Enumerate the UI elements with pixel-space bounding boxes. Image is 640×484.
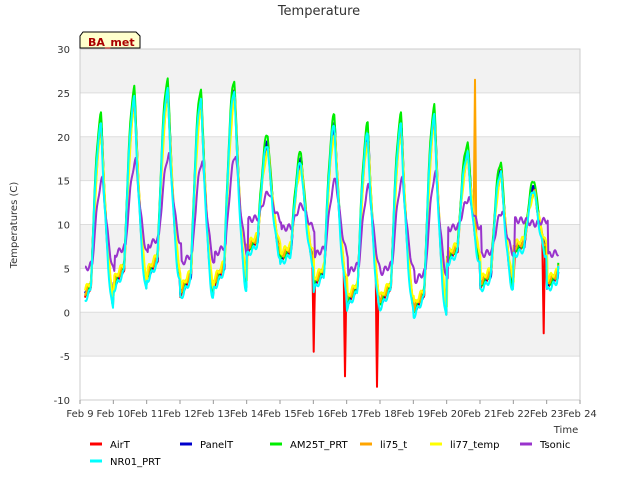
plot-frame bbox=[79, 48, 581, 401]
x-tick-label: Feb 19 bbox=[397, 409, 431, 420]
y-tick-label: 25 bbox=[57, 89, 70, 100]
badge: BA_met bbox=[79, 31, 141, 49]
legend-label-tsonic: Tsonic bbox=[539, 440, 570, 451]
x-tick-label: Feb 23 bbox=[530, 409, 564, 420]
x-tick-label: Feb 24 bbox=[563, 409, 597, 420]
x-tick-label: Feb 14 bbox=[230, 409, 264, 420]
series-line-li77-temp bbox=[84, 99, 560, 308]
series-line-tsonic bbox=[84, 152, 560, 284]
y-tick-label: 30 bbox=[57, 45, 70, 56]
chart-title: Temperature bbox=[277, 4, 360, 19]
x-tick-label: Feb 17 bbox=[330, 409, 364, 420]
x-tick-label: Feb 20 bbox=[430, 409, 464, 420]
legend-label-li77-temp: li77_temp bbox=[450, 440, 499, 451]
x-tick-label: Feb 22 bbox=[497, 409, 531, 420]
y-tick-label: 0 bbox=[64, 308, 70, 319]
legend: AirT PanelT AM25T_PRT li75_t li77_temp Tsonic… bbox=[90, 440, 570, 468]
legend-label-panelt: PanelT bbox=[200, 440, 234, 451]
x-tick-label: Feb 10 bbox=[97, 409, 131, 420]
legend-label-airt: AirT bbox=[110, 440, 131, 451]
badge-label: BA_met bbox=[88, 36, 135, 49]
x-tick-label: Feb 13 bbox=[197, 409, 231, 420]
y-tick-label: 10 bbox=[57, 221, 70, 232]
series-lines bbox=[84, 77, 560, 388]
x-tick-label: Feb 21 bbox=[463, 409, 497, 420]
legend-label-li75-t: li75_t bbox=[380, 440, 407, 451]
x-tick-label: Feb 16 bbox=[297, 409, 331, 420]
x-tick-label: Feb 9 bbox=[66, 409, 93, 420]
y-tick-label: -10 bbox=[54, 396, 70, 407]
background-band bbox=[80, 356, 580, 400]
x-tick-label: Feb 11 bbox=[130, 409, 164, 420]
background-band bbox=[80, 92, 580, 137]
legend-label-am25t-prt: AM25T_PRT bbox=[290, 440, 349, 451]
x-tick-label: Feb 18 bbox=[363, 409, 397, 420]
x-tick-label: Feb 15 bbox=[263, 409, 297, 420]
legend-label-nr01-prt: NR01_PRT bbox=[110, 457, 161, 468]
background-band bbox=[80, 312, 580, 357]
x-tick-label: Feb 12 bbox=[163, 409, 197, 420]
y-tick-label: -5 bbox=[60, 352, 70, 363]
y-tick-label: 15 bbox=[57, 177, 70, 188]
background-band bbox=[80, 49, 580, 93]
y-tick-label: 5 bbox=[64, 264, 70, 275]
y-tick-label: 20 bbox=[57, 133, 70, 144]
y-axis-label: Temperatures (C) bbox=[9, 182, 20, 270]
x-axis-label: Time bbox=[553, 425, 578, 436]
background-band bbox=[80, 268, 580, 313]
series-line-nr01-prt bbox=[84, 86, 560, 319]
axes: -10 -5 0 5 10 15 20 25 30 Feb 9 Feb 10 Feb 11 Feb 12… bbox=[54, 45, 597, 420]
